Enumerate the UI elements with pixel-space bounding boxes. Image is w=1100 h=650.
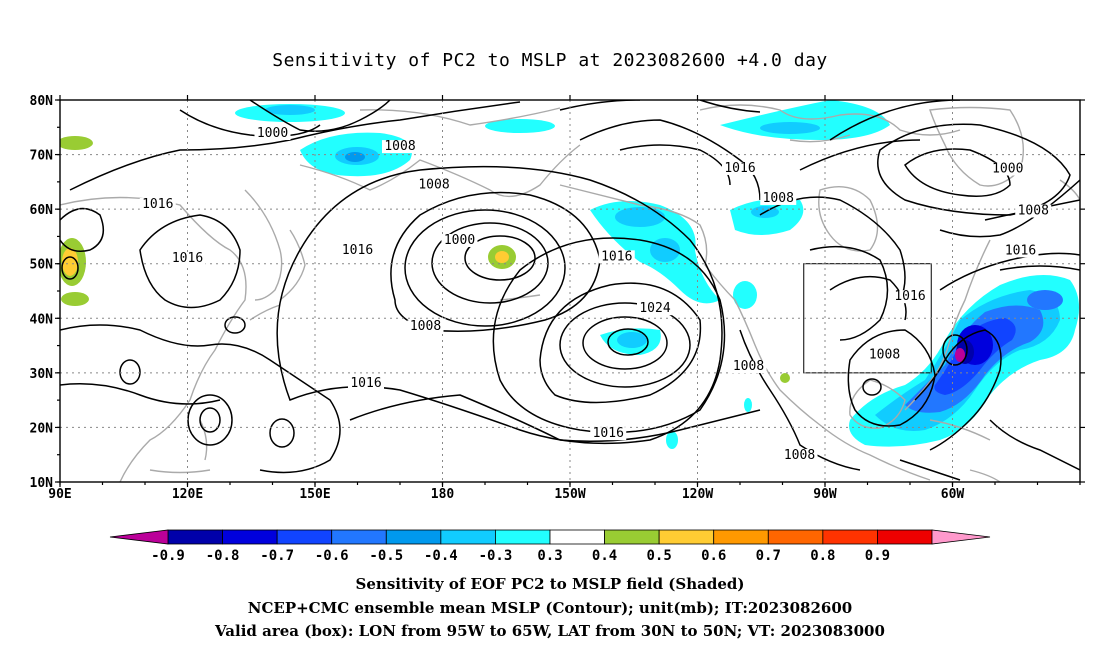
footer-line-1: Sensitivity of EOF PC2 to MSLP field (Sh… bbox=[355, 575, 745, 593]
contour-label-bg bbox=[382, 140, 418, 154]
lon-label: 150W bbox=[554, 487, 585, 502]
colorbar-segment bbox=[385, 529, 442, 545]
lat-label: 50N bbox=[30, 258, 54, 273]
colorbar-segment bbox=[713, 529, 769, 545]
contour-label-bg bbox=[1015, 204, 1052, 218]
contour-label: 1024 bbox=[639, 301, 670, 316]
axis-ticks bbox=[55, 95, 1085, 487]
colorbar-segment bbox=[877, 529, 933, 545]
lat-label: 60N bbox=[30, 203, 54, 218]
contour-label: 1008 bbox=[784, 448, 815, 463]
contour-label-bg bbox=[348, 376, 384, 390]
contour-label: 1000 bbox=[257, 126, 288, 141]
contour-label-bg bbox=[892, 290, 928, 304]
map-title: Sensitivity of PC2 to MSLP at 2023082600… bbox=[272, 50, 828, 71]
colorbar-label: -0.6 bbox=[315, 548, 349, 564]
lon-label: 150E bbox=[299, 487, 330, 502]
contour-label-bg bbox=[637, 302, 673, 316]
contour-label: 1016 bbox=[601, 249, 632, 264]
contour-label: 1008 bbox=[733, 359, 764, 374]
contour-label-bg bbox=[722, 161, 758, 175]
contour-label: 1016 bbox=[1005, 243, 1036, 258]
latitude-labels: 80N 70N 60N 50N 40N 30N 20N 10N bbox=[30, 94, 54, 491]
colorbar-segment bbox=[331, 529, 387, 545]
lon-label: 90E bbox=[48, 487, 71, 502]
lon-label: 180 bbox=[431, 487, 455, 502]
contour-label: 1016 bbox=[593, 426, 624, 441]
lon-label: 60W bbox=[941, 487, 965, 502]
lat-label: 70N bbox=[30, 149, 54, 164]
lon-label: 120W bbox=[682, 487, 713, 502]
contour-label: 1008 bbox=[763, 191, 794, 206]
contour-label: 1008 bbox=[869, 348, 900, 363]
contour-label-bg bbox=[416, 178, 452, 192]
colorbar-segment bbox=[495, 529, 551, 545]
colorbar-label: 0.8 bbox=[810, 548, 835, 564]
contour-label-bg bbox=[339, 243, 376, 257]
colorbar-label: 0.9 bbox=[865, 548, 890, 564]
contour-label-bg bbox=[169, 251, 206, 265]
colorbar-segment bbox=[822, 529, 878, 545]
colorbar-segment bbox=[440, 529, 496, 545]
contour-label: 1008 bbox=[1018, 204, 1049, 219]
contour-label-bg bbox=[254, 127, 291, 141]
colorbar-segment bbox=[604, 529, 660, 545]
colorbar: -0.9 -0.8 -0.7 -0.6 -0.5 -0.4 -0.3 0.3 0.4 0.5 0.6… bbox=[109, 529, 991, 564]
lat-label: 30N bbox=[30, 367, 54, 382]
colorbar-segment bbox=[549, 529, 605, 545]
colorbar-segment bbox=[222, 529, 278, 545]
contour-label: 1016 bbox=[894, 289, 925, 304]
colorbar-label: -0.5 bbox=[369, 548, 403, 564]
longitude-labels: 90E 120E 150E 180 150W 120W 90W 60W bbox=[48, 487, 964, 502]
contour-label-bg bbox=[441, 233, 478, 247]
colorbar-label: 0.7 bbox=[756, 548, 781, 564]
colorbar-segment bbox=[767, 529, 824, 545]
colorbar-label: -0.3 bbox=[479, 548, 513, 564]
contour-label-bg bbox=[781, 448, 818, 462]
contour-label-bg bbox=[760, 191, 797, 205]
contour-label-bg bbox=[989, 162, 1026, 176]
colorbar-label: -0.4 bbox=[424, 548, 458, 564]
contour-label-bg bbox=[730, 360, 767, 374]
contour-label: 1016 bbox=[142, 197, 173, 212]
contour-label: 1008 bbox=[410, 319, 441, 334]
colorbar-label: -0.9 bbox=[151, 548, 185, 564]
contour-label: 1000 bbox=[444, 233, 475, 248]
footer-line-3: Valid area (box): LON from 95W to 65W, L… bbox=[215, 622, 885, 640]
contour-label: 1016 bbox=[350, 376, 381, 391]
contour-label: 1016 bbox=[172, 251, 203, 266]
contour-label-bg bbox=[590, 427, 627, 441]
contour-label: 1000 bbox=[992, 161, 1023, 176]
contour-labels: 1000 1008 1008 1016 1016 1016 1000 1008 1016 1024… bbox=[139, 126, 1052, 463]
colorbar-label: -0.8 bbox=[206, 548, 240, 564]
lat-label: 20N bbox=[30, 421, 54, 436]
contour-label-bg bbox=[1002, 244, 1039, 258]
lat-label: 10N bbox=[30, 476, 54, 491]
contour-label-bg bbox=[407, 320, 444, 334]
colorbar-segment bbox=[167, 529, 223, 545]
lon-label: 120E bbox=[172, 487, 203, 502]
lat-label: 80N bbox=[30, 94, 54, 109]
colorbar-high-arrow bbox=[931, 529, 991, 545]
lat-label: 40N bbox=[30, 312, 54, 327]
colorbar-label: 0.4 bbox=[592, 548, 617, 564]
colorbar-segment bbox=[658, 529, 715, 545]
gridlines bbox=[60, 100, 1080, 482]
contour-label: 1016 bbox=[724, 161, 755, 176]
colorbar-segment bbox=[276, 529, 333, 545]
colorbar-label: 0.6 bbox=[701, 548, 726, 564]
contour-label-bg bbox=[598, 250, 635, 264]
contour-label-bg bbox=[866, 348, 903, 362]
footer-line-2: NCEP+CMC ensemble mean MSLP (Contour); u… bbox=[247, 599, 853, 617]
contour-label: 1008 bbox=[418, 177, 449, 192]
colorbar-low-arrow bbox=[109, 529, 169, 545]
contour-label: 1016 bbox=[342, 243, 373, 258]
colorbar-label: 0.5 bbox=[646, 548, 671, 564]
colorbar-label: 0.3 bbox=[537, 548, 562, 564]
contour-label: 1008 bbox=[384, 139, 415, 154]
lon-label: 90W bbox=[813, 487, 837, 502]
colorbar-label: -0.7 bbox=[260, 548, 294, 564]
contour-label-bg bbox=[139, 197, 176, 211]
